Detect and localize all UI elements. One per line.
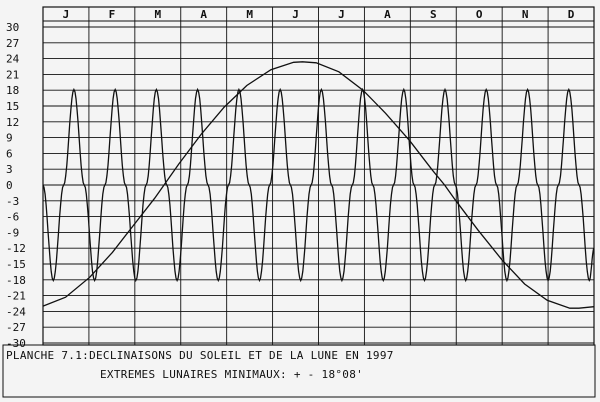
month-label: O	[476, 8, 483, 21]
y-tick-label: -18	[6, 274, 26, 287]
month-label: J	[292, 8, 299, 21]
y-tick-label: -15	[6, 258, 26, 271]
y-tick-label: 15	[6, 100, 19, 113]
y-tick-label: 3	[6, 163, 13, 176]
y-tick-label: -30	[6, 337, 26, 350]
y-tick-label: -12	[6, 242, 26, 255]
y-tick-label: -21	[6, 290, 26, 303]
y-tick-labels: 302724211815129630-3-6-9-12-15-18-21-24-…	[6, 21, 26, 350]
month-label: M	[246, 8, 253, 21]
y-tick-label: 27	[6, 37, 19, 50]
y-tick-label: 18	[6, 84, 19, 97]
chart-title: PLANCHE 7.1:DECLINAISONS DU SOLEIL ET DE…	[6, 349, 394, 362]
month-label: J	[338, 8, 345, 21]
sun-declination-line	[42, 61, 595, 309]
y-tick-label: 24	[6, 53, 20, 66]
y-tick-label: -9	[6, 226, 19, 239]
y-tick-label: -6	[6, 211, 19, 224]
y-tick-label: 30	[6, 21, 19, 34]
y-tick-label: -27	[6, 321, 26, 334]
month-label: A	[384, 8, 391, 21]
month-label: F	[109, 8, 116, 21]
y-tick-label: 0	[6, 179, 13, 192]
month-label: A	[200, 8, 207, 21]
month-label: M	[154, 8, 161, 21]
caption-box	[2, 344, 596, 398]
y-tick-label: -3	[6, 195, 19, 208]
month-label: J	[63, 8, 70, 21]
grid	[42, 6, 595, 346]
y-tick-label: 21	[6, 68, 19, 81]
month-label: D	[568, 8, 575, 21]
moon-declination-line	[42, 87, 595, 283]
month-label: N	[522, 8, 529, 21]
y-tick-label: -24	[6, 305, 26, 318]
chart-subtitle: EXTREMES LUNAIRES MINIMAUX: + - 18°08'	[100, 368, 364, 381]
y-tick-label: 6	[6, 147, 13, 160]
month-label: S	[430, 8, 437, 21]
y-tick-label: 12	[6, 116, 19, 129]
series	[42, 61, 595, 309]
y-tick-label: 9	[6, 132, 13, 145]
